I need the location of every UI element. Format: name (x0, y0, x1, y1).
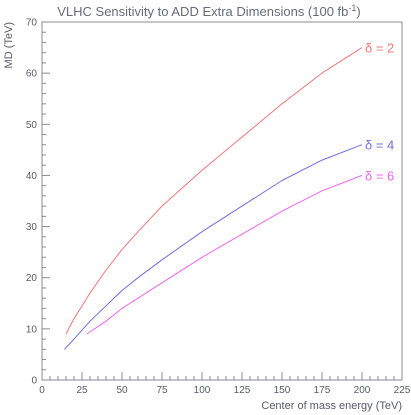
series-1: δ = 2 (65, 41, 394, 335)
series-2: δ = 4 (64, 138, 394, 350)
y-tick-label: 10 (26, 324, 38, 335)
series-label: δ = 2 (365, 41, 394, 56)
chart-title-superscript: -1 (348, 3, 356, 13)
x-tick-label: 125 (234, 385, 251, 396)
x-tick-label: 50 (116, 385, 128, 396)
axis-ticks: 0 25 50 75 100 125 150 175 200 225 0 10 20 30 40 50 60 70 (26, 18, 411, 397)
series-line (64, 144, 363, 350)
x-axis-label: Center of mass energy (TeV) (261, 400, 402, 412)
plot-frame (41, 21, 403, 381)
x-tick-label: 0 (39, 385, 45, 396)
series-line (65, 47, 363, 335)
series-line (86, 174, 363, 335)
x-tick-label: 200 (354, 385, 371, 396)
series-label: δ = 4 (365, 138, 394, 153)
y-tick-label: 50 (26, 120, 38, 131)
chart-title-suffix: ) (356, 4, 360, 19)
x-tick-label: 100 (194, 385, 211, 396)
y-tick-label: 20 (26, 273, 38, 284)
x-tick-label: 175 (314, 385, 331, 396)
y-tick-label: 0 (31, 376, 37, 387)
x-tick-label: 150 (274, 385, 291, 396)
x-tick-label: 75 (156, 385, 168, 396)
x-tick-label: 225 (394, 385, 411, 396)
y-tick-label: 30 (26, 222, 38, 233)
y-tick-label: 70 (26, 18, 38, 29)
y-tick-label: 60 (26, 69, 38, 80)
y-tick-label: 40 (26, 171, 38, 182)
chart-title: VLHC Sensitivity to ADD Extra Dimensions… (57, 3, 361, 19)
series-label: δ = 6 (365, 168, 394, 183)
y-axis-label: MD (TeV) (3, 22, 15, 68)
series-3: δ = 6 (86, 168, 394, 335)
x-tick-label: 25 (76, 385, 88, 396)
series-group: δ = 2 δ = 4 δ = 6 (64, 41, 394, 350)
